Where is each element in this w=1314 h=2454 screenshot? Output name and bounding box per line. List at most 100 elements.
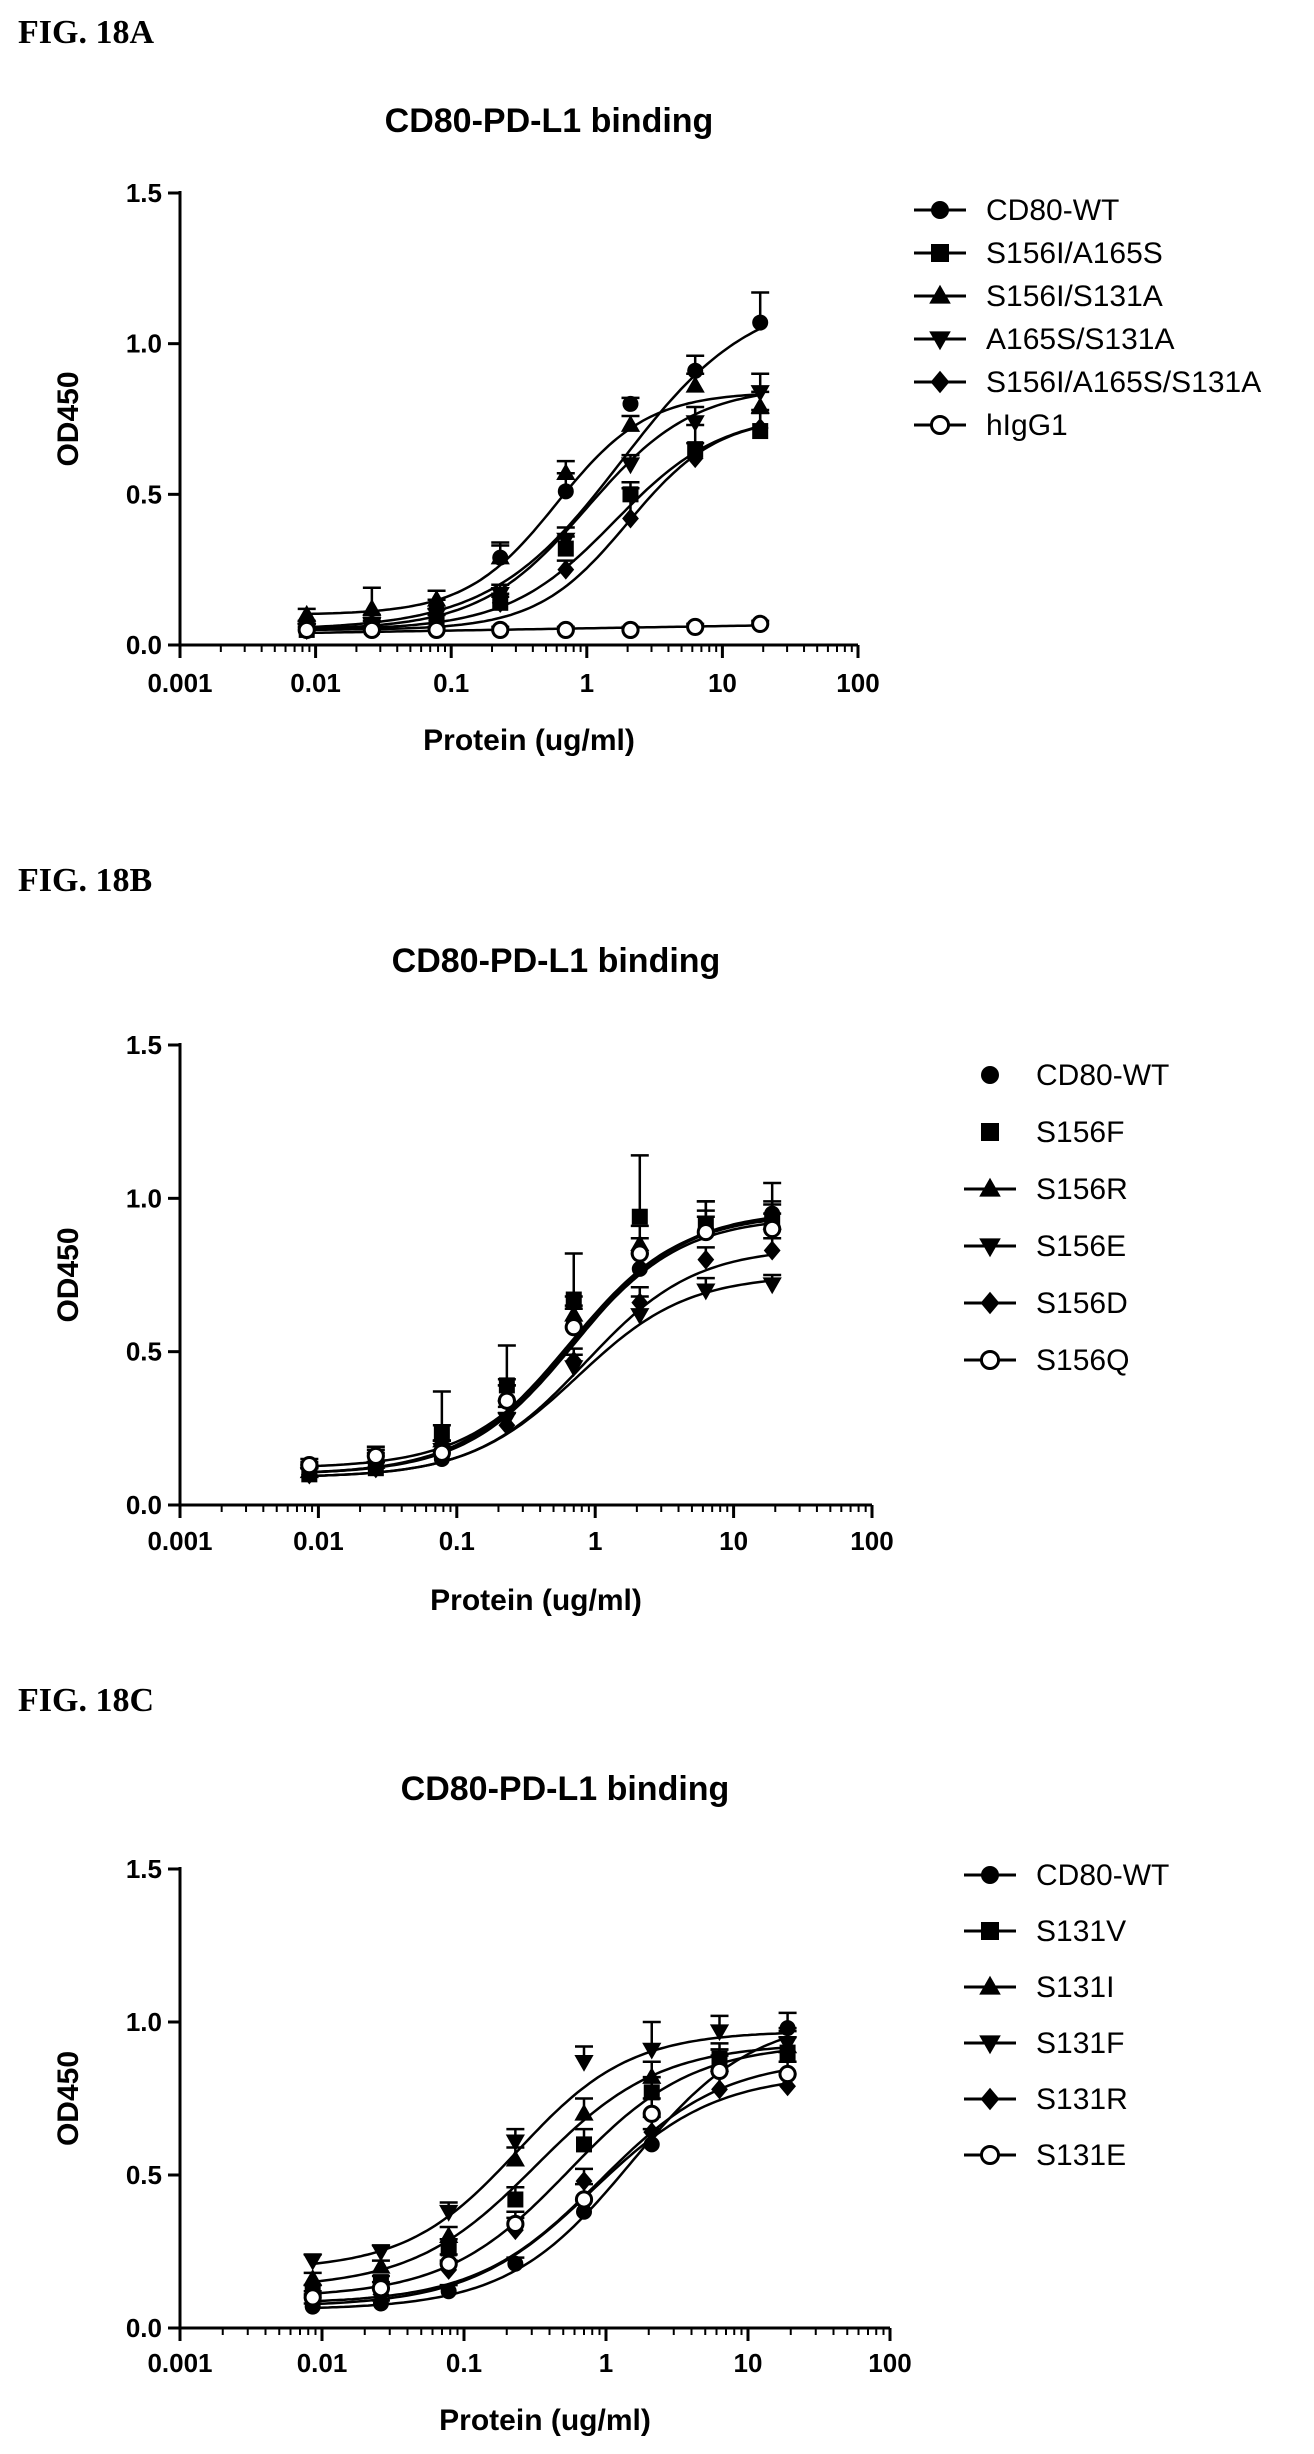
data-point — [574, 2054, 594, 2072]
data-point — [505, 2149, 525, 2167]
legend-item-s156e: S156E — [964, 1230, 1126, 1263]
data-point — [576, 2203, 593, 2220]
x-tick-label: 0.1 — [439, 1526, 475, 1556]
x-tick-label: 0.01 — [297, 2348, 348, 2378]
x-tick-label: 0.01 — [293, 1526, 344, 1556]
y-tick-label: 0.5 — [126, 479, 162, 509]
x-tick-label: 0.01 — [290, 668, 341, 698]
data-point — [300, 1464, 318, 1485]
data-point — [685, 415, 705, 433]
data-point — [432, 1443, 451, 1462]
y-tick-label: 0.5 — [126, 2160, 162, 2190]
legend-item-s156f: S156F — [981, 1116, 1124, 1149]
legend-item-s156r: S156R — [964, 1173, 1128, 1206]
fit-curve — [306, 425, 761, 632]
legend-item-s156d: S156D — [964, 1287, 1128, 1320]
legend-label: S131E — [1036, 2139, 1126, 2172]
fit-curve — [306, 327, 761, 629]
legend-item-a165s-s131a: A165S/S131A — [914, 323, 1174, 356]
fit-curve — [306, 393, 761, 616]
data-point — [620, 415, 641, 432]
data-point — [439, 2226, 459, 2243]
y-axis-label: OD450 — [52, 371, 85, 466]
data-point — [300, 1456, 319, 1475]
data-point — [490, 547, 510, 565]
fit-curve — [312, 2031, 788, 2266]
legend-item-higg1: hIgG1 — [914, 409, 1068, 442]
legend-label: S131F — [1036, 2027, 1124, 2060]
legend-label: CD80-WT — [1036, 1059, 1169, 1092]
legend-label: CD80-WT — [1036, 1859, 1169, 1892]
x-tick-label: 100 — [850, 1526, 893, 1556]
chart-title: CD80-PD-L1 binding — [401, 1770, 730, 1808]
series-s156i-s131a — [297, 372, 770, 622]
y-tick-label: 0.5 — [126, 1337, 162, 1367]
data-point — [440, 2240, 457, 2257]
y-tick-label: 0.0 — [126, 2313, 162, 2343]
legend-item-s131r: S131R — [964, 2083, 1128, 2116]
series-s156r — [299, 1203, 782, 1479]
data-point — [630, 1244, 649, 1263]
legend-label: S131R — [1036, 2083, 1128, 2116]
x-tick-label: 1 — [588, 1526, 602, 1556]
fit-curve — [309, 1253, 773, 1478]
data-point — [556, 620, 575, 640]
legend-label: S156I/A165S — [986, 237, 1163, 270]
legend-marker — [931, 201, 949, 219]
data-point — [491, 592, 509, 613]
fit-curve — [312, 2046, 788, 2284]
data-point — [620, 457, 641, 475]
y-tick-label: 1.0 — [126, 329, 162, 359]
legend-marker — [979, 1349, 1001, 1371]
legend-marker — [980, 1291, 1000, 1315]
fit-curve — [306, 425, 761, 631]
data-point — [366, 1446, 385, 1466]
data-point — [297, 620, 316, 640]
chart-title: CD80-PD-L1 binding — [385, 102, 714, 140]
legend-item-s131e: S131E — [964, 2139, 1126, 2172]
legend-item-s156i-a165s-s131a: S156I/A165S/S131A — [914, 366, 1261, 399]
legend-marker — [979, 2035, 1001, 2055]
data-point — [564, 1318, 583, 1337]
data-point — [556, 532, 576, 550]
data-point — [497, 1391, 516, 1410]
figure-label: FIG. 18A — [18, 14, 154, 51]
legend-item-s131v: S131V — [964, 1915, 1126, 1948]
data-point — [696, 1222, 715, 1242]
legend-label: A165S/S131A — [986, 323, 1174, 356]
legend-marker — [979, 1238, 1001, 1258]
data-point — [505, 2134, 525, 2152]
data-point — [439, 2204, 459, 2222]
chart-title: CD80-PD-L1 binding — [392, 942, 721, 980]
legend-item-s156i-a165s: S156I/A165S — [914, 237, 1163, 270]
data-point — [710, 2061, 729, 2081]
legend-marker — [981, 1866, 999, 1884]
legend-label: S156I/S131A — [986, 280, 1163, 313]
data-point — [642, 2104, 661, 2123]
legend-marker — [929, 414, 951, 436]
legend-label: S156D — [1036, 1287, 1128, 1320]
data-point — [371, 2279, 391, 2298]
data-point — [621, 620, 640, 640]
data-point — [751, 614, 770, 634]
data-point — [642, 2042, 662, 2060]
series-s156f — [300, 1154, 782, 1483]
legend-label: hIgG1 — [986, 409, 1068, 442]
series-s131f — [303, 2014, 798, 2271]
legend: CD80-WT S156I/A165S S156I/S131A A165S/S131A… — [914, 194, 1261, 442]
legend-marker — [929, 331, 951, 351]
legend-item-cd80-wt: CD80-WT — [981, 1059, 1169, 1092]
y-tick-label: 1.5 — [126, 1030, 162, 1060]
fit-curve — [312, 2036, 788, 2310]
legend-label: CD80-WT — [986, 194, 1119, 227]
x-tick-label: 0.001 — [147, 668, 212, 698]
series-a165s-s131a — [297, 372, 770, 640]
data-point — [778, 2064, 797, 2084]
data-point — [362, 620, 381, 640]
data-point — [491, 620, 510, 640]
data-point — [574, 2103, 594, 2121]
x-tick-label: 0.001 — [147, 2348, 212, 2378]
x-tick-label: 100 — [836, 668, 879, 698]
data-point — [686, 617, 705, 637]
legend-marker — [929, 284, 951, 304]
